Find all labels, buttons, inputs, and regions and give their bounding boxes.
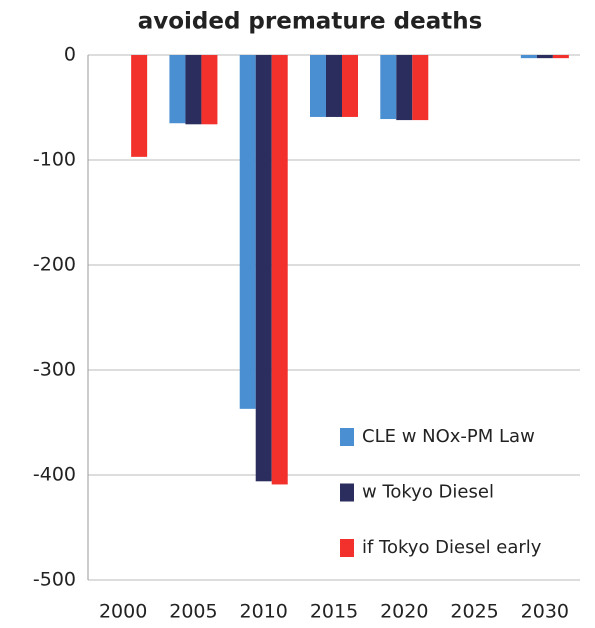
bar: [520, 55, 537, 59]
bar: [326, 55, 342, 117]
chart-title: avoided premature deaths: [138, 9, 483, 35]
bar: [239, 55, 256, 409]
legend-label: w Tokyo Diesel: [362, 482, 494, 503]
x-tick-label: 2030: [521, 601, 569, 623]
bar: [131, 55, 148, 157]
bar: [396, 55, 413, 121]
y-tick-label: -500: [33, 569, 76, 591]
x-tick-label: 2000: [99, 601, 147, 623]
bar: [380, 55, 397, 120]
bar: [201, 55, 218, 125]
y-tick-label: -300: [33, 359, 76, 381]
x-tick-label: 2020: [380, 601, 428, 623]
x-tick-label: 2005: [169, 601, 217, 623]
legend-swatch: [340, 483, 354, 502]
legend-label: if Tokyo Diesel early: [362, 537, 542, 558]
y-tick-label: -100: [33, 149, 76, 171]
legend-swatch: [340, 428, 354, 446]
bar: [255, 55, 272, 482]
y-tick-label: -400: [33, 464, 76, 486]
bar: [169, 55, 186, 124]
bar: [342, 55, 358, 117]
bar: [536, 55, 553, 59]
legend-label: CLE w NOx-PM Law: [362, 426, 535, 447]
bar: [271, 55, 288, 485]
legend-swatch: [340, 539, 354, 557]
x-tick-label: 2015: [310, 601, 358, 623]
y-tick-label: -200: [33, 254, 76, 276]
bar: [552, 55, 569, 59]
y-tick-label: 0: [64, 44, 76, 66]
bar: [412, 55, 429, 121]
x-tick-label: 2010: [240, 601, 288, 623]
x-tick-label: 2025: [450, 601, 498, 623]
bar: [310, 55, 326, 117]
bar: [185, 55, 202, 125]
